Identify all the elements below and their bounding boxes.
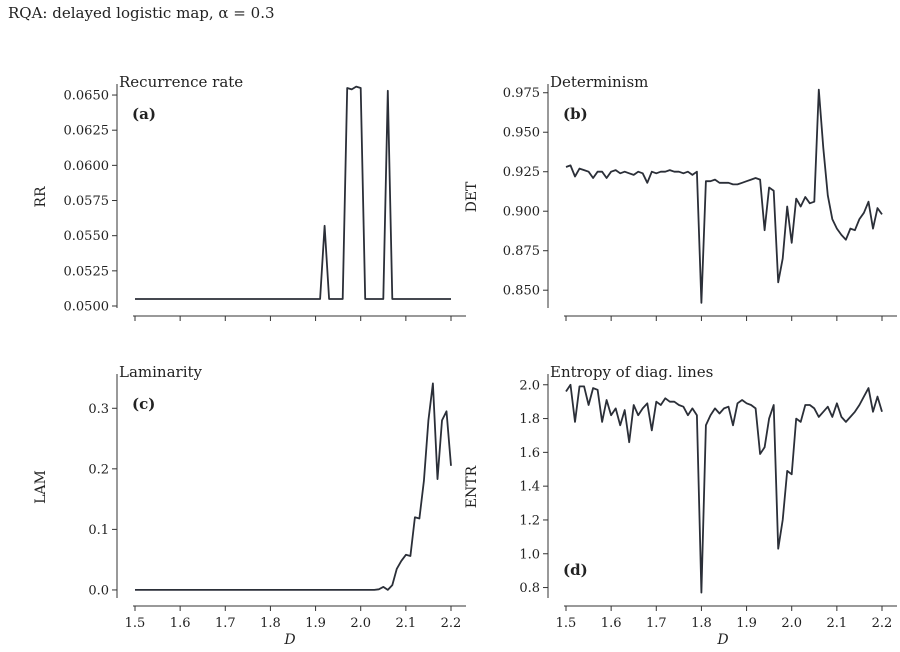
- panel-tag: (c): [132, 395, 155, 413]
- y-tick-label: 0.925: [503, 165, 540, 180]
- y-tick-label: 0.0: [88, 583, 109, 598]
- y-tick-label: 0.3: [88, 402, 109, 417]
- y-tick-label: 1.0: [519, 547, 540, 562]
- figure-title: RQA: delayed logistic map, α = 0.3: [8, 4, 275, 22]
- series-line: [565, 383, 883, 594]
- panel-tag: (d): [563, 561, 588, 579]
- y-tick-label: 0.0500: [64, 300, 110, 315]
- panel-title: Laminarity: [119, 363, 203, 381]
- y-tick-label: 0.900: [503, 205, 540, 220]
- series-line: [135, 85, 451, 300]
- x-tick-label: 2.0: [350, 616, 371, 631]
- y-tick-label: 0.875: [503, 244, 540, 259]
- x-tick-label: 1.8: [260, 616, 281, 631]
- y-tick-label: 2.0: [519, 378, 540, 393]
- x-tick-label: 2.2: [872, 616, 893, 631]
- y-tick-label: 0.0550: [64, 229, 110, 244]
- y-tick-label: 0.975: [503, 86, 540, 101]
- y-axis-label: LAM: [33, 470, 49, 504]
- panel-title: Determinism: [550, 73, 648, 91]
- x-axis-label-right: D: [716, 632, 728, 648]
- y-tick-label: 0.0650: [64, 89, 110, 104]
- x-tick-label: 1.5: [556, 616, 577, 631]
- x-tick-label: 1.7: [646, 616, 667, 631]
- y-axis-label: DET: [464, 181, 480, 212]
- y-tick-label: 0.1: [88, 523, 109, 538]
- y-tick-label: 1.6: [519, 446, 540, 461]
- y-tick-label: 0.0575: [64, 194, 110, 209]
- y-tick-label: 1.8: [519, 412, 540, 427]
- x-tick-label: 1.5: [125, 616, 146, 631]
- y-tick-label: 1.2: [519, 513, 540, 528]
- panel-title: Recurrence rate: [119, 73, 243, 91]
- x-tick-label: 2.1: [396, 616, 417, 631]
- panel-tag: (b): [563, 105, 588, 123]
- x-axis-label-left: D: [283, 632, 295, 648]
- series-line: [565, 88, 883, 304]
- x-tick-label: 1.6: [601, 616, 622, 631]
- x-tick-label: 2.0: [781, 616, 802, 631]
- panel-recurrence-rate: 0.0500 0.0525 0.0550 0.0575 0.0600 0.0625 0.06…: [33, 73, 466, 321]
- x-tick-label: 1.7: [215, 616, 236, 631]
- panel-tag: (a): [132, 105, 156, 123]
- series-line: [135, 382, 452, 591]
- y-tick-label: 0.850: [503, 284, 540, 299]
- x-tick-label: 2.1: [827, 616, 848, 631]
- y-tick-label: 0.0525: [64, 264, 110, 279]
- x-tick-label: 1.9: [736, 616, 757, 631]
- y-tick-label: 0.0625: [64, 124, 110, 139]
- panel-laminarity: 0.0 0.1 0.2 0.3 1.5 1.6 1.7 1.8 1.9 2.0 2.1 2.2 LAM L…: [33, 363, 466, 631]
- panel-entropy: 0.8 1.0 1.2 1.4 1.6 1.8 2.0 1.5 1.6 1.7 1.8 1.9 2.0 2…: [464, 363, 897, 631]
- panel-title: Entropy of diag. lines: [550, 363, 713, 381]
- y-tick-label: 0.950: [503, 126, 540, 141]
- x-tick-label: 1.8: [691, 616, 712, 631]
- y-tick-label: 0.0600: [64, 159, 110, 174]
- x-tick-label: 1.6: [170, 616, 191, 631]
- y-tick-label: 0.2: [88, 462, 109, 477]
- y-axis-label: ENTR: [464, 465, 480, 508]
- x-tick-label: 2.2: [441, 616, 462, 631]
- x-tick-label: 1.9: [305, 616, 326, 631]
- panel-determinism: 0.850 0.875 0.900 0.925 0.950 0.975 DET Determi…: [464, 73, 897, 321]
- y-tick-label: 0.8: [519, 581, 540, 596]
- y-tick-label: 1.4: [519, 480, 540, 495]
- y-axis-label: RR: [33, 186, 49, 208]
